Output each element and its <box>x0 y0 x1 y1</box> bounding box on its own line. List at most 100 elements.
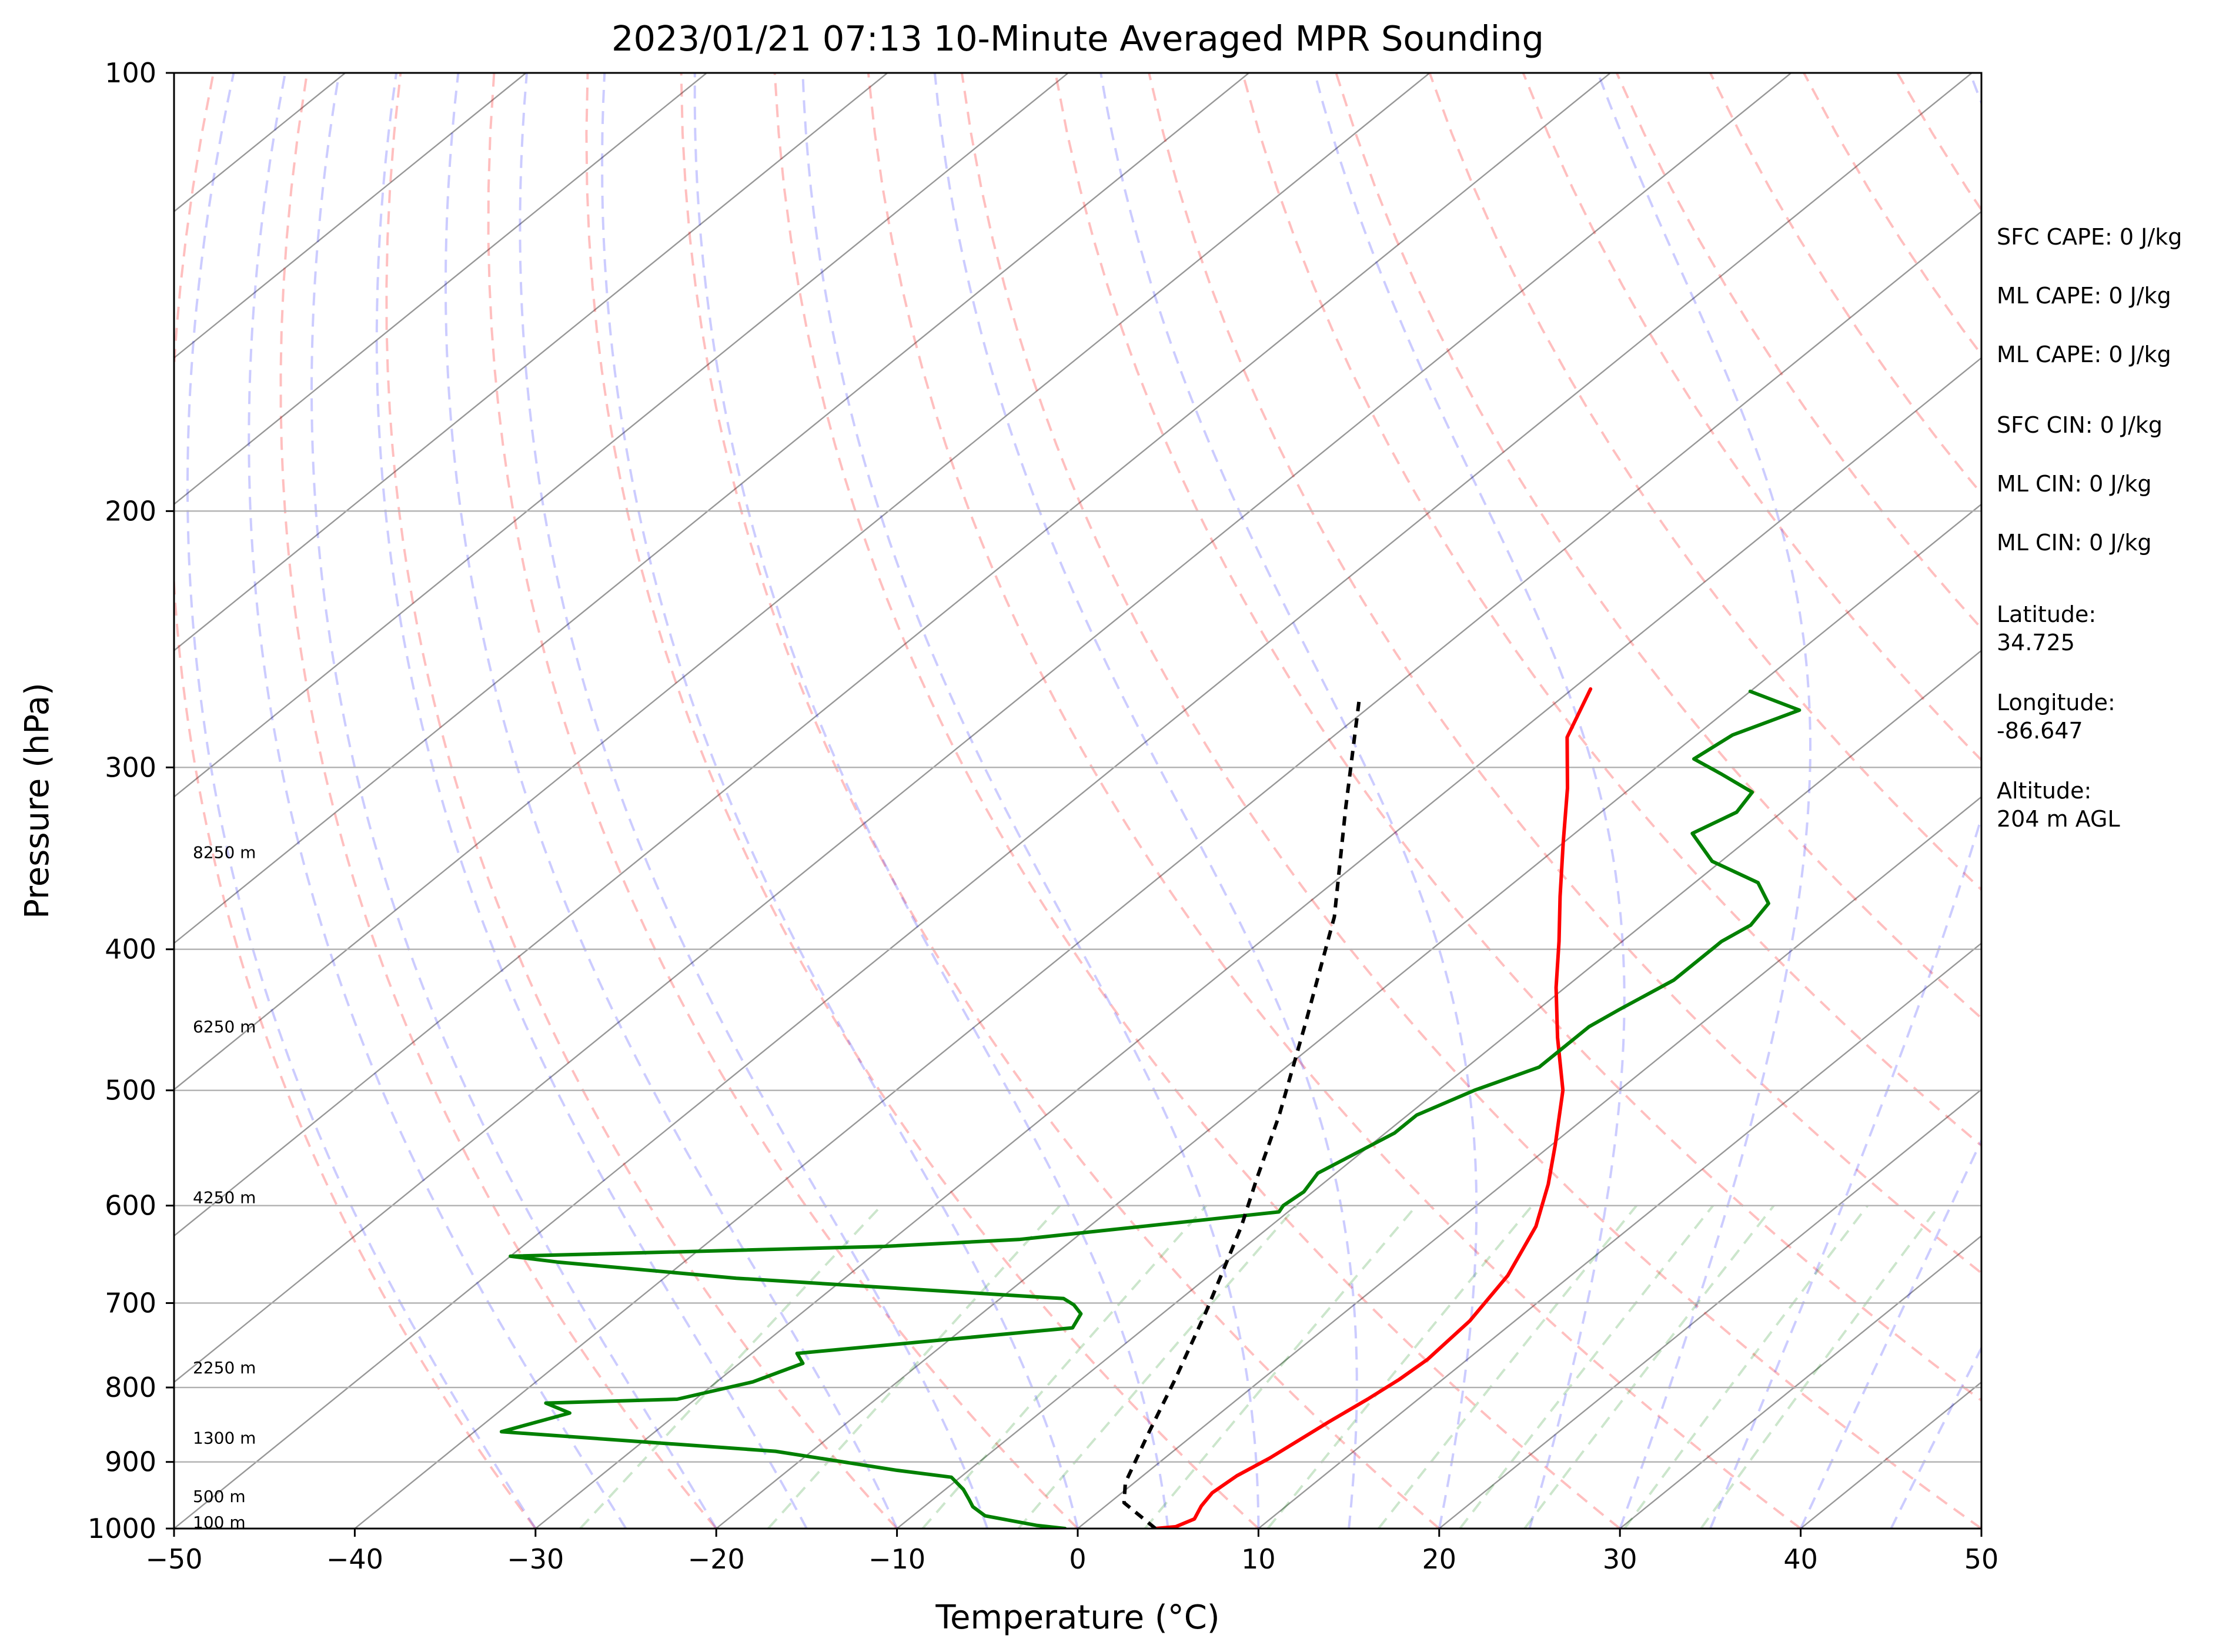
annotation-text: 34.725 <box>1997 630 2075 656</box>
y-tick-label: 100 <box>105 57 156 89</box>
x-tick-label: 20 <box>1422 1543 1457 1575</box>
moist-adiabat-line <box>248 73 627 1529</box>
dry-adiabat-line <box>385 73 898 1529</box>
moist-adiabat-line <box>375 73 808 1529</box>
height-label: 500 m <box>193 1487 246 1506</box>
isotherm-line <box>1258 942 1981 1529</box>
annotation-text: ML CAPE: 0 J/kg <box>1997 342 2171 367</box>
y-tick-label: 900 <box>105 1446 156 1478</box>
mixing-ratio-line <box>767 1205 1061 1529</box>
y-tick-label: 1000 <box>88 1513 156 1544</box>
dry-adiabat-line <box>773 73 1621 1529</box>
annotation-text: SFC CAPE: 0 J/kg <box>1997 224 2182 250</box>
dry-adiabat-line <box>279 73 717 1529</box>
moist-adiabat-line <box>1709 73 1981 1529</box>
isotherm-line <box>174 73 1973 1529</box>
y-tick-label: 200 <box>105 495 156 527</box>
moist-adiabat-line <box>186 73 537 1529</box>
moist-adiabat-line <box>693 73 1169 1529</box>
isotherm-line <box>354 210 1981 1529</box>
mixing-ratio-line <box>1144 1205 1418 1529</box>
isotherm-line <box>174 73 1430 1091</box>
annotation-text: ML CIN: 0 J/kg <box>1997 530 2151 556</box>
dry-adiabat-line <box>487 73 1079 1529</box>
isotherm-line <box>174 73 1250 944</box>
annotation-text: Longitude: <box>1997 690 2115 715</box>
chart-title: 2023/01/21 07:13 10-Minute Averaged MPR … <box>611 18 1544 59</box>
isotherm-line <box>174 73 1069 798</box>
dry-adiabat-line <box>1148 73 1981 1275</box>
background-lines <box>174 73 1981 1529</box>
parcel-path-line <box>1122 700 1361 1529</box>
x-tick-label: −40 <box>326 1543 383 1575</box>
y-tick-label: 300 <box>105 751 156 783</box>
height-label: 4250 m <box>193 1188 256 1207</box>
moist-adiabat-line <box>1596 73 1812 1529</box>
mixing-ratio-line <box>1266 1205 1533 1529</box>
x-tick-label: 50 <box>1964 1543 1999 1575</box>
x-tick-label: −20 <box>688 1543 745 1575</box>
isotherm-line <box>716 503 1981 1529</box>
y-axis-label: Pressure (hPa) <box>18 683 56 919</box>
x-tick-label: 30 <box>1603 1543 1637 1575</box>
moist-adiabat-line <box>519 73 989 1529</box>
temperature-line <box>1154 687 1593 1529</box>
dewpoint-line <box>499 690 1801 1529</box>
x-tick-label: 0 <box>1069 1543 1086 1575</box>
height-label: 2250 m <box>193 1358 256 1377</box>
isotherm-line <box>174 73 1611 1237</box>
axis-ticks: −50 −40 −30 −20 −10 0 10 20 30 40 50 1000 900 800 700 6… <box>88 57 1998 1575</box>
x-tick-label: −50 <box>145 1543 202 1575</box>
x-tick-label: −30 <box>507 1543 564 1575</box>
isotherm-line <box>174 73 527 359</box>
y-tick-label: 400 <box>105 934 156 965</box>
moist-adiabat-line <box>1890 1345 1981 1529</box>
mixing-ratio-line <box>1017 1205 1298 1529</box>
dry-adiabat-line <box>1054 73 1981 1402</box>
height-label: 8250 m <box>193 842 256 862</box>
dry-adiabat-line <box>1241 73 1981 1148</box>
x-axis-label: Temperature (°C) <box>935 1599 1219 1637</box>
isotherm-line <box>1077 795 1981 1529</box>
x-tick-label: 40 <box>1783 1543 1818 1575</box>
data-series <box>499 687 1801 1529</box>
moist-adiabat-line <box>801 73 1260 1529</box>
height-label: 6250 m <box>193 1017 256 1036</box>
dry-adiabat-line <box>585 73 1259 1529</box>
moist-adiabat-line <box>310 73 717 1529</box>
annotation-text: 204 m AGL <box>1997 806 2120 832</box>
annotation-text: -86.647 <box>1997 718 2083 744</box>
isotherm-line <box>174 73 888 652</box>
dry-adiabat-line <box>680 73 1440 1529</box>
isotherm-line <box>1619 1235 1981 1529</box>
isotherm-line <box>174 73 707 506</box>
dry-adiabat-line <box>174 73 537 1529</box>
mixing-ratio-line <box>921 1205 1208 1529</box>
annotation-text: ML CAPE: 0 J/kg <box>1997 283 2171 309</box>
moist-adiabat-line <box>601 73 1079 1529</box>
dry-adiabat-line <box>960 73 1981 1529</box>
y-tick-label: 500 <box>105 1075 156 1106</box>
isotherm-line <box>1439 1088 1981 1529</box>
y-tick-label: 800 <box>105 1372 156 1403</box>
mixing-ratio-line <box>1623 1205 1869 1529</box>
side-annotations: SFC CAPE: 0 J/kg ML CAPE: 0 J/kg ML CAPE: … <box>1997 224 2182 832</box>
dry-adiabat-line <box>867 73 1801 1529</box>
x-tick-label: −10 <box>868 1543 925 1575</box>
x-tick-label: 10 <box>1241 1543 1276 1575</box>
height-label: 1300 m <box>193 1428 256 1447</box>
y-tick-label: 600 <box>105 1190 156 1222</box>
annotation-text: ML CIN: 0 J/kg <box>1997 471 2151 497</box>
moist-adiabat-line <box>1799 1138 1981 1529</box>
isotherm-line <box>896 650 1981 1529</box>
moist-adiabat-line <box>444 73 898 1529</box>
moist-adiabat-line <box>1313 73 1626 1529</box>
moist-adiabat-line <box>1099 73 1478 1529</box>
isotherm-line <box>174 73 1792 1383</box>
annotation-text: Latitude: <box>1997 601 2096 627</box>
annotation-text: Altitude: <box>1997 778 2091 804</box>
annotation-text: SFC CIN: 0 J/kg <box>1997 412 2163 438</box>
y-tick-label: 700 <box>105 1287 156 1319</box>
